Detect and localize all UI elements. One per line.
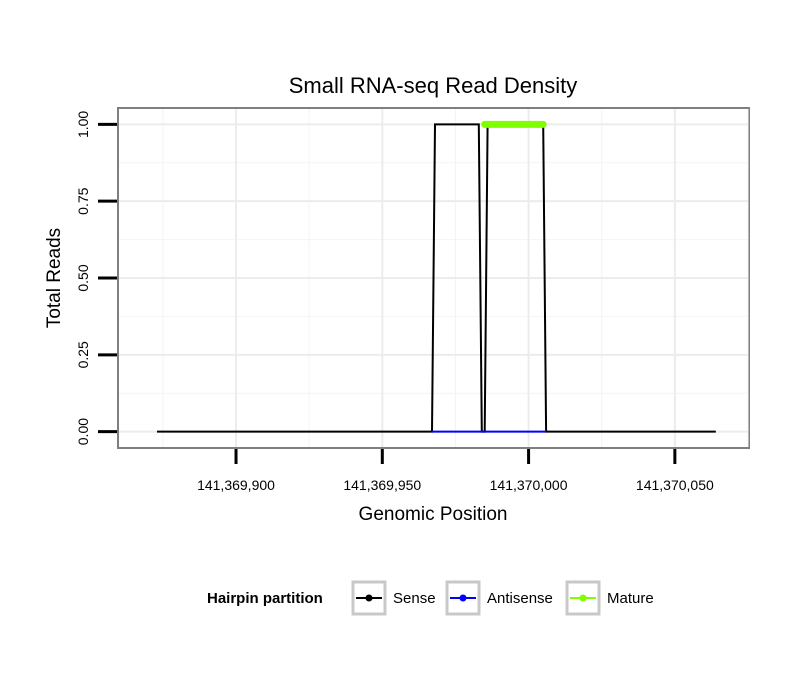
- x-axis: 141,369,900 141,369,950 141,370,000 141,370…: [197, 449, 714, 493]
- y-tick-label-3: 0.75: [75, 187, 91, 214]
- y-tick-label-2: 0.50: [75, 264, 91, 291]
- x-tick-label-2: 141,370,000: [490, 477, 568, 493]
- y-tick-label-0: 0.00: [75, 418, 91, 445]
- legend: Hairpin partition Sense Antisense Mature: [207, 580, 654, 616]
- y-axis-title: Total Reads: [44, 228, 65, 328]
- legend-key-point: [459, 594, 467, 602]
- legend-item-sense: Sense: [351, 580, 436, 616]
- x-tick-label-1: 141,369,950: [343, 477, 421, 493]
- x-axis-title: Genomic Position: [359, 504, 508, 525]
- legend-label: Sense: [393, 590, 436, 607]
- legend-key-point: [365, 594, 373, 602]
- x-tick-label-3: 141,370,050: [636, 477, 714, 493]
- legend-key-point: [579, 594, 587, 602]
- legend-label: Antisense: [487, 590, 553, 607]
- legend-item-mature: Mature: [565, 580, 654, 616]
- y-tick-label-1: 0.25: [75, 341, 91, 368]
- legend-label: Mature: [607, 590, 654, 607]
- series-layer: [157, 120, 716, 433]
- legend-title: Hairpin partition: [207, 590, 323, 607]
- y-axis: 0.00 0.25 0.50 0.75 1.00: [75, 111, 117, 445]
- y-tick-label-4: 1.00: [75, 111, 91, 138]
- chart-title: Small RNA-seq Read Density: [289, 73, 578, 98]
- legend-item-antisense: Antisense: [445, 580, 553, 616]
- x-tick-label-0: 141,369,900: [197, 477, 275, 493]
